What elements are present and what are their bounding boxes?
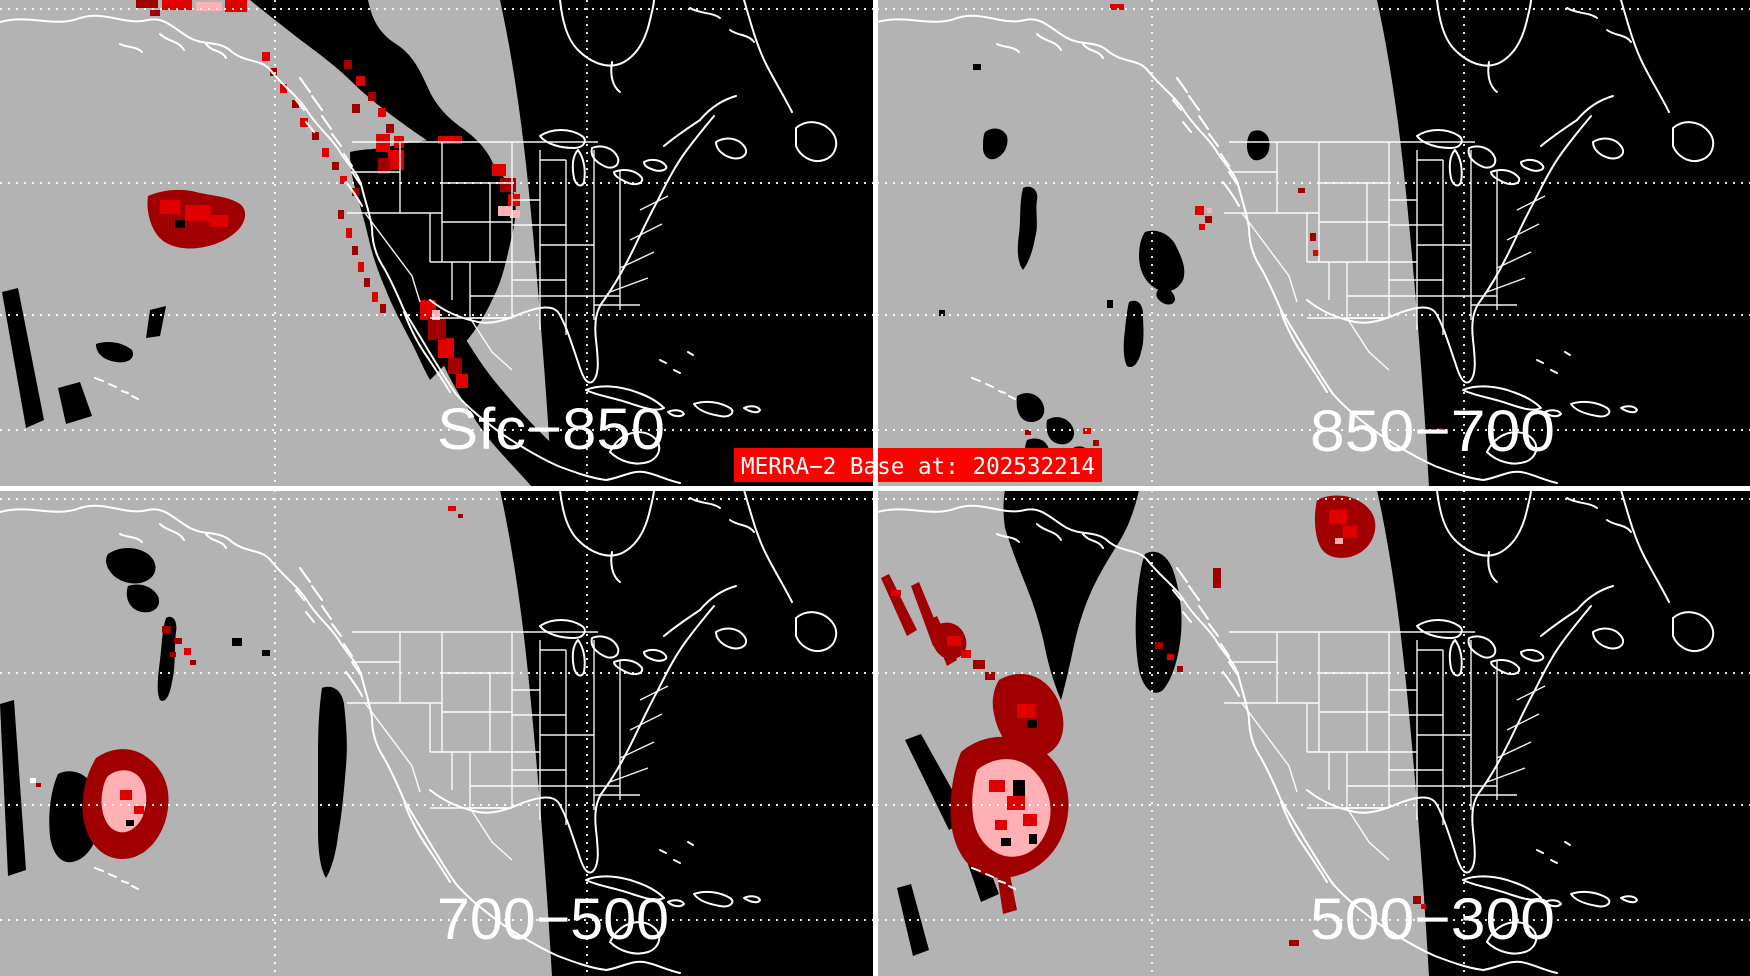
panel-850-700: 850−700 — [877, 0, 1750, 487]
cloud-no-data-layer — [2, 0, 874, 487]
aerosol-layer — [881, 495, 1426, 946]
panel-sfc-850: Sfc−850 — [0, 0, 874, 487]
panel-700-500: 700−500 — [0, 490, 874, 976]
panel-500-300: 500−300 — [877, 490, 1750, 976]
panel-label-850-700: 850−700 — [1310, 399, 1555, 464]
panel-divider-horizontal — [0, 486, 1750, 491]
panel-label-sfc-850: Sfc−850 — [437, 397, 665, 462]
panel-label-500-300: 500−300 — [1310, 887, 1555, 952]
timestamp-banner: MERRA−2 Base at: 202532214 — [734, 448, 1102, 482]
banner-background — [734, 448, 1102, 482]
panel-label-700-500: 700−500 — [437, 887, 669, 952]
aerosol-layer — [30, 506, 463, 860]
cloud-no-data-layer — [0, 490, 874, 976]
banner-text: MERRA−2 Base at: 202532214 — [741, 454, 1095, 480]
